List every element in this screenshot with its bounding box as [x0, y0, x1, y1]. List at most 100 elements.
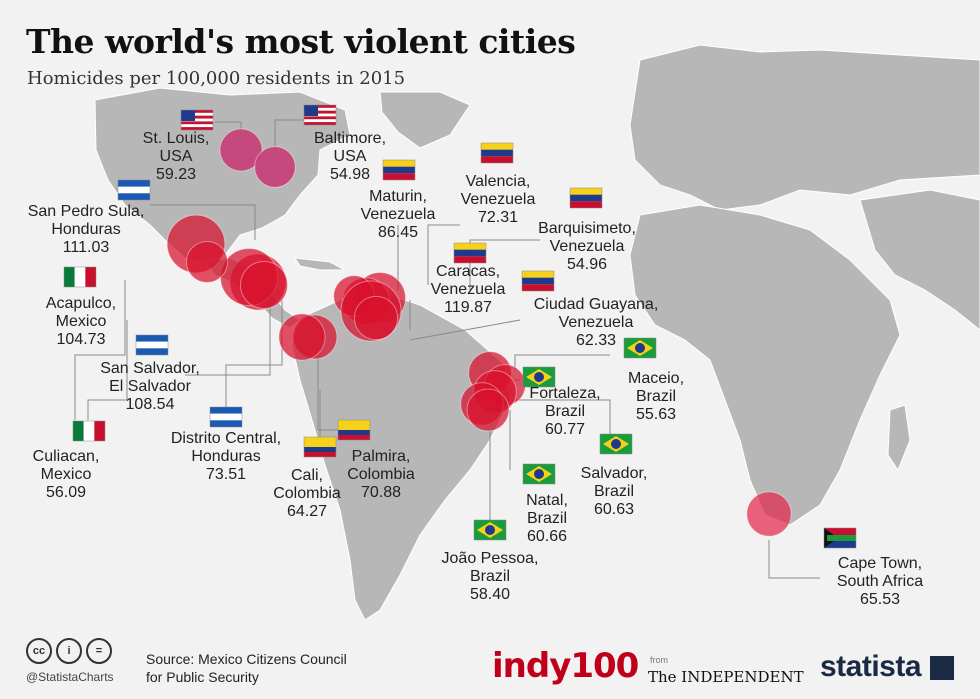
- city-country: Brazil: [526, 510, 567, 527]
- city-label: St. Louis, USA 59.23: [96, 130, 256, 184]
- city-value: 60.77: [544, 421, 586, 438]
- leader-line: [185, 300, 271, 376]
- city-bubble: [254, 146, 296, 188]
- city-country: Venezuela: [430, 281, 506, 298]
- city-country: Venezuela: [360, 206, 436, 223]
- city-name: Cape Town,: [837, 555, 923, 572]
- creative-commons-icons: cc i =: [26, 638, 112, 664]
- city-name: Palmira,: [351, 448, 411, 465]
- statista-handle: @StatistaCharts: [26, 670, 114, 684]
- city-name: Salvador,: [580, 465, 648, 482]
- city-name: Distrito Central,: [170, 430, 282, 447]
- city-country: Mexico: [40, 466, 92, 483]
- city-country: Venezuela: [460, 191, 536, 208]
- city-value: 59.23: [155, 166, 197, 183]
- city-value: 60.63: [593, 501, 635, 518]
- venezuela-flag-icon: [480, 142, 514, 164]
- city-country: Brazil: [593, 483, 634, 500]
- city-label: Culiacan, Mexico 56.09: [0, 448, 146, 502]
- caribbean-shape: [294, 257, 346, 271]
- city-value: 111.03: [62, 239, 110, 256]
- city-bubble: [466, 388, 510, 432]
- usa-flag-icon: [180, 109, 214, 131]
- brazil-flag-icon: [623, 337, 657, 359]
- city-value: 104.73: [56, 331, 106, 348]
- city-name: Maturin,: [369, 188, 427, 205]
- city-value: 70.88: [360, 484, 402, 501]
- madagascar-shape: [887, 404, 911, 472]
- chart-title: The world's most violent cities: [26, 22, 576, 61]
- city-label: Cape Town, South Africa 65.53: [800, 555, 960, 609]
- city-country: Honduras: [191, 448, 261, 465]
- city-country: Honduras: [51, 221, 121, 238]
- city-name: João Pessoa,: [441, 550, 539, 567]
- city-label: João Pessoa, Brazil 58.40: [410, 550, 570, 604]
- city-bubble: [240, 261, 288, 309]
- city-label: Cali, Colombia 64.27: [227, 467, 387, 521]
- city-name: St. Louis,: [142, 130, 210, 147]
- source-line-2: for Public Security: [146, 669, 259, 685]
- city-label: Natal, Brazil 60.66: [467, 492, 627, 546]
- city-label: Barquisimeto, Venezuela 54.96: [507, 220, 667, 274]
- city-name: San Salvador,: [100, 360, 200, 377]
- city-label: Valencia, Venezuela 72.31: [418, 173, 578, 227]
- city-bubble: [353, 295, 399, 341]
- leader-line: [427, 224, 460, 285]
- leader-line: [274, 119, 304, 155]
- city-bubble: [278, 313, 326, 361]
- city-label: Maceio, Brazil 55.63: [576, 370, 736, 424]
- leader-line: [768, 540, 820, 579]
- city-country: El Salvador: [109, 378, 191, 395]
- city-flags: [63, 104, 857, 549]
- city-bubble: [185, 240, 229, 284]
- usa-flag-icon: [303, 104, 337, 126]
- city-label: Salvador, Brazil 60.63: [534, 465, 694, 519]
- city-value: 119.87: [444, 299, 492, 316]
- city-label: Acapulco, Mexico 104.73: [1, 295, 161, 349]
- leader-line: [74, 280, 126, 420]
- chart-subtitle: Homicides per 100,000 residents in 2015: [27, 68, 406, 89]
- city-country: Venezuela: [558, 314, 634, 331]
- city-name: Ciudad Guayana,: [533, 296, 659, 313]
- colombia-flag-icon: [337, 419, 371, 441]
- from-label: from: [650, 655, 668, 665]
- leader-line: [150, 204, 256, 240]
- city-name: Culiacan,: [32, 448, 100, 465]
- city-label: Baltimore, USA 54.98: [270, 130, 430, 184]
- leader-line: [317, 355, 340, 431]
- leader-line: [469, 239, 540, 290]
- south-africa-flag-icon: [823, 527, 857, 549]
- leader-line: [514, 354, 610, 370]
- city-value: 65.53: [859, 591, 901, 608]
- statista-mark-icon: [930, 656, 954, 680]
- no-derivatives-icon: =: [86, 638, 112, 664]
- city-name: Cali,: [290, 467, 323, 484]
- city-value: 58.40: [469, 586, 511, 603]
- city-label: Fortaleza, Brazil 60.77: [485, 385, 645, 439]
- city-country: Venezuela: [549, 238, 625, 255]
- city-country: Brazil: [544, 403, 585, 420]
- city-country: USA: [159, 148, 193, 165]
- honduras-flag-icon: [209, 406, 243, 428]
- greenland-shape: [379, 91, 471, 149]
- honduras-flag-icon: [117, 179, 151, 201]
- source-note: Source: Mexico Citizens Council for Publ…: [146, 650, 347, 686]
- city-name: Valencia,: [465, 173, 531, 190]
- city-country: South Africa: [836, 573, 924, 590]
- city-value: 54.96: [566, 256, 608, 273]
- mexico-flag-icon: [72, 420, 106, 442]
- city-bubble: [746, 491, 792, 537]
- attribution-icon: i: [56, 638, 82, 664]
- north-america-shape: [94, 87, 351, 263]
- city-name: Maceio,: [627, 370, 685, 387]
- venezuela-flag-icon: [521, 270, 555, 292]
- city-value: 60.66: [526, 528, 568, 545]
- brazil-flag-icon: [522, 463, 556, 485]
- colombia-flag-icon: [303, 436, 337, 458]
- africa-shape: [629, 204, 901, 526]
- city-name: Fortaleza,: [529, 385, 601, 402]
- city-label: Palmira, Colombia 70.88: [301, 448, 461, 502]
- venezuela-flag-icon: [569, 187, 603, 209]
- el-salvador-flag-icon: [135, 334, 169, 356]
